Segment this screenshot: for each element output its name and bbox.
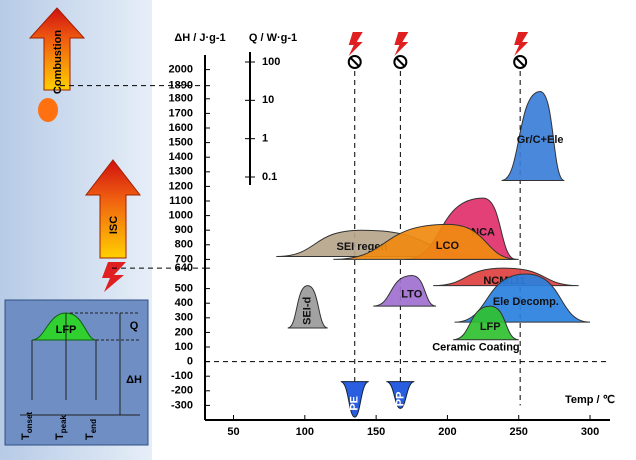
q-tick-label: 0.1 xyxy=(262,171,277,183)
t-label: Tonset xyxy=(20,412,34,440)
q-tick-label: 100 xyxy=(262,56,280,68)
t-sub: peak xyxy=(59,414,68,433)
x-tick-label: 300 xyxy=(581,426,599,438)
t-label: Tpeak xyxy=(54,414,68,440)
peak xyxy=(333,223,519,260)
isc-label: ISC xyxy=(108,216,120,234)
inset-lines xyxy=(20,312,140,416)
inset-q: Q xyxy=(130,320,139,332)
x-tick-label: 100 xyxy=(296,426,314,438)
y-tick-label: 100 xyxy=(175,341,193,353)
y-tick-label: 1200 xyxy=(169,180,193,192)
isc-arrow xyxy=(84,159,142,259)
x-tick-label: 150 xyxy=(367,426,385,438)
y-tick-label: 1000 xyxy=(169,210,193,222)
combustion-label: Combustion xyxy=(52,30,64,94)
y-tick-label: 1400 xyxy=(169,151,193,163)
lightning xyxy=(348,32,363,56)
y-tick-label: 400 xyxy=(175,297,193,309)
annotation: Ceramic Coating xyxy=(432,342,519,354)
y-axis-title: ΔH / J·g-1 xyxy=(174,32,225,44)
peak xyxy=(501,90,565,182)
peak-label: LCO xyxy=(436,240,460,252)
lightning xyxy=(102,262,126,292)
x-tick-label: 50 xyxy=(227,426,239,438)
y-tick-label: 0 xyxy=(187,356,193,368)
y-tick-label: 640 xyxy=(175,262,193,274)
separator-label: PP xyxy=(394,392,406,407)
q-tick-label: 1 xyxy=(262,133,268,145)
peak xyxy=(287,285,328,329)
x-tick-label: 250 xyxy=(510,426,528,438)
t-main: T xyxy=(54,433,66,440)
y-tick-label: 900 xyxy=(175,224,193,236)
y-tick-label: 800 xyxy=(175,239,193,251)
peak-label: LTO xyxy=(401,289,422,301)
q-tick-label: 10 xyxy=(262,94,274,106)
y-tick-label: 1300 xyxy=(169,166,193,178)
y-tick-label: 700 xyxy=(175,253,193,265)
t-label: Tend xyxy=(84,419,98,440)
y-tick-label: 1800 xyxy=(169,93,193,105)
flame xyxy=(38,98,58,122)
separator-peak xyxy=(386,381,415,409)
peak xyxy=(373,274,437,307)
t-main: T xyxy=(20,433,32,440)
q-axis-title: Q / W·g-1 xyxy=(249,32,297,44)
peak-label: Ele Decomp. xyxy=(493,296,559,308)
y-tick-label: 1600 xyxy=(169,122,193,134)
y-tick-label: 1700 xyxy=(169,107,193,119)
no-sign-bar xyxy=(395,57,406,67)
separator-peak xyxy=(340,381,369,418)
no-sign-bar xyxy=(515,57,525,67)
y-tick-label: 500 xyxy=(175,283,193,295)
y-tick-label: -200 xyxy=(171,385,193,397)
t-main: T xyxy=(84,433,96,440)
t-sub: onset xyxy=(25,412,34,434)
lightning xyxy=(394,32,409,56)
y-tick-label: -100 xyxy=(171,370,193,382)
y-tick-label: 1500 xyxy=(169,137,193,149)
y-tick-label: 2000 xyxy=(169,64,193,76)
no-sign-bar xyxy=(350,57,360,67)
y-tick-label: 200 xyxy=(175,326,193,338)
peak-label: SEI-d xyxy=(302,297,314,325)
y-tick-label: -300 xyxy=(171,399,193,411)
combustion-arrow xyxy=(28,7,86,91)
t-sub: end xyxy=(89,419,98,433)
peak-label: Gr/C+Ele xyxy=(517,134,564,146)
lightning xyxy=(514,32,529,56)
separator-label: PE xyxy=(349,396,361,411)
peak-label: LFP xyxy=(480,321,501,333)
x-axis-title: Temp / ℃ xyxy=(565,394,615,406)
inset-dh: ΔH xyxy=(126,374,142,386)
x-tick-label: 200 xyxy=(438,426,456,438)
y-tick-label: 300 xyxy=(175,312,193,324)
y-tick-label: 1100 xyxy=(169,195,193,207)
peak xyxy=(453,305,519,341)
